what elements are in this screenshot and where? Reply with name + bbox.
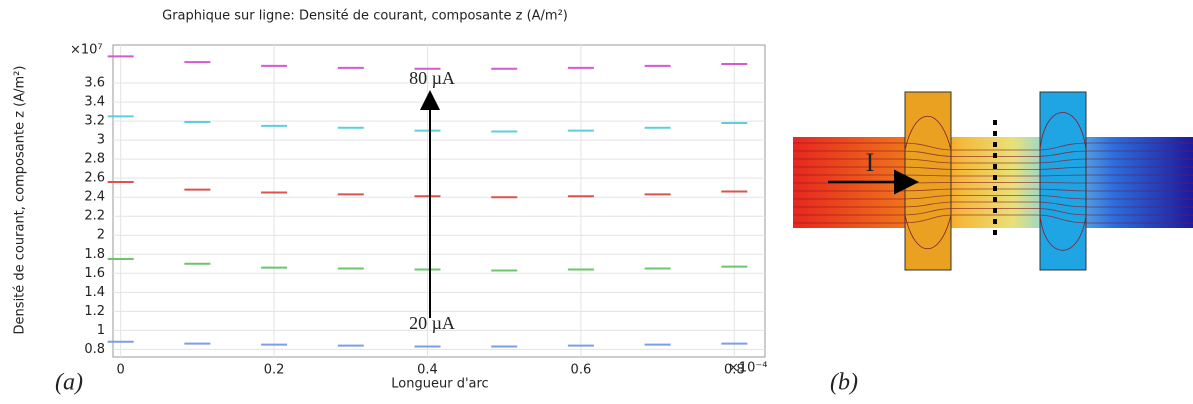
y-tick-label: 1.4 <box>84 285 105 300</box>
x-tick-label: 0.6 <box>571 363 592 378</box>
y-tick-label: 3 <box>97 133 105 148</box>
y-tick-label: 1 <box>97 323 105 338</box>
field-line <box>1039 214 1087 251</box>
chart-title: Graphique sur ligne: Densité de courant,… <box>162 9 568 24</box>
y-multiplier: ×10⁷ <box>70 43 103 58</box>
x-tick-label: 0.8 <box>724 363 745 378</box>
field-line <box>1039 112 1087 151</box>
x-tick-label: 0 <box>117 363 125 378</box>
field-line <box>793 195 1193 200</box>
field-line <box>904 116 952 151</box>
annotation: 20 µA <box>409 313 455 333</box>
plot-frame <box>112 44 766 358</box>
y-axis-label: Densité de courant, composante z (A/m²) <box>13 66 28 335</box>
panel-label: (a) <box>55 370 83 396</box>
y-tick-label: 0.8 <box>84 342 105 357</box>
annotation: 80 µA <box>409 68 455 88</box>
y-tick-label: 3.6 <box>84 76 105 91</box>
right-pad <box>1039 91 1087 271</box>
y-tick-label: 1.6 <box>84 266 105 281</box>
x-axis-label: Longueur d'arc <box>391 377 488 392</box>
y-tick-label: 2.8 <box>84 152 105 167</box>
field-line <box>793 214 1193 224</box>
y-tick-label: 2.2 <box>84 209 105 224</box>
y-tick-label: 2.6 <box>84 171 105 186</box>
current-label: I <box>866 148 875 177</box>
y-tick-label: 2.4 <box>84 190 105 205</box>
y-tick-label: 3.4 <box>84 95 105 110</box>
field-line <box>793 142 1193 151</box>
y-tick-label: 1.2 <box>84 304 105 319</box>
field-line <box>793 166 1193 170</box>
field-line <box>904 214 952 249</box>
x-tick-label: 0.2 <box>264 363 285 378</box>
panel-label: (b) <box>830 370 858 396</box>
x-tick-label: 0.4 <box>417 363 438 378</box>
plot: 0.8 1 1.2 1.4 1.6 1.8 2 2.2 2.4 2.6 2.8 3 3.2 3.4 3.6 0… <box>84 45 765 378</box>
y-tick-label: 3.2 <box>84 114 105 129</box>
y-tick-label: 2 <box>97 228 105 243</box>
diagram: I (b) <box>793 91 1193 396</box>
x-multiplier: ×10⁻⁴ <box>728 361 768 376</box>
field-line <box>793 158 1193 164</box>
y-tick-label: 1.8 <box>84 247 105 262</box>
